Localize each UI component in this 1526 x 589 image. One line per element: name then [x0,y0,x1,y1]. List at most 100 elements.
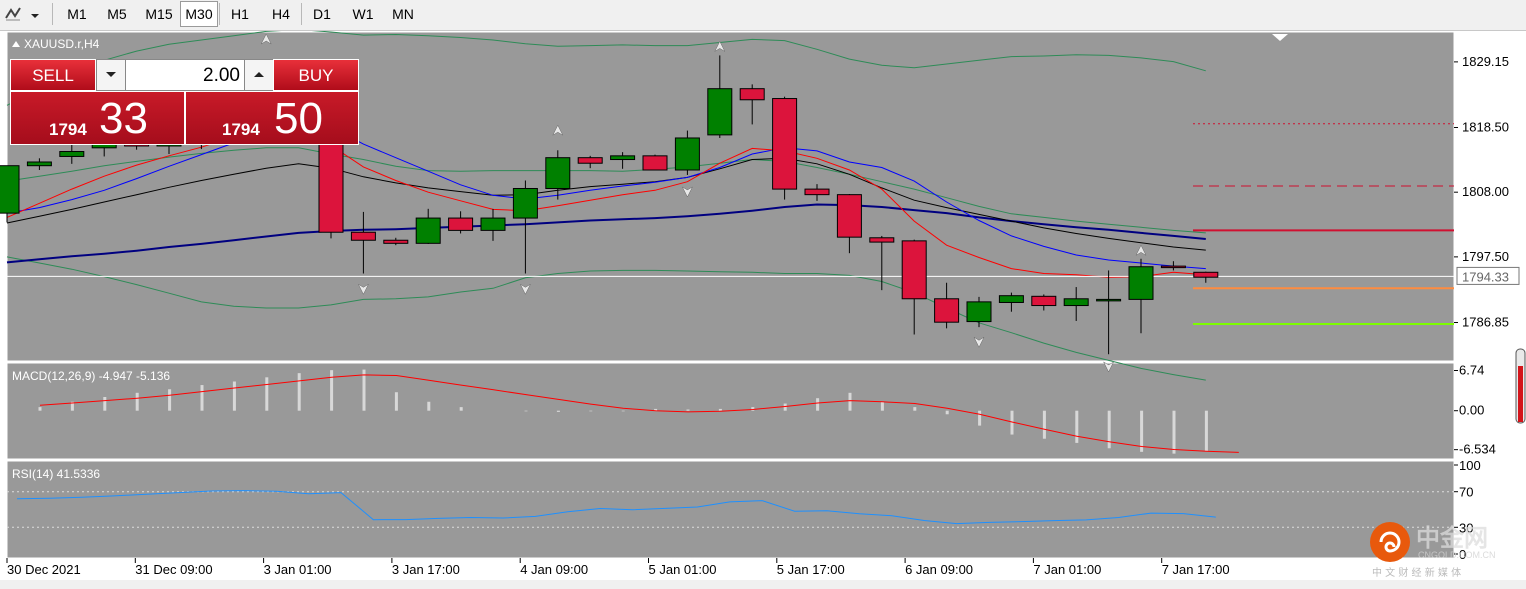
timeframe-d1[interactable]: D1 [313,6,331,22]
candle-body [545,157,571,189]
candle-body [642,155,668,171]
fractal-up-arrow [714,40,726,53]
fractal-up-arrow [552,124,564,136]
chevron-up-icon [254,72,264,77]
toolbar-separator [52,3,53,25]
macd-axis-label: 0.00 [1459,403,1484,418]
fractal-down-arrow [1102,361,1115,373]
candle-body [26,161,52,167]
toolbar-separator [301,3,302,25]
price-axis-label: 1818.50 [1462,119,1509,134]
sell-price-big: 1794 [49,120,87,139]
timeframe-mn[interactable]: MN [392,6,414,22]
buy-price-big: 1794 [222,120,260,139]
collapse-triangle-icon [12,41,20,47]
rsi-label: RSI(14) 41.5336 [12,467,100,481]
candle-body [1128,266,1154,300]
time-axis-label: 30 Dec 2021 [7,562,81,577]
candle-body [739,88,765,101]
price-axis-label: 1808.00 [1462,184,1509,199]
timeframe-h4[interactable]: H4 [272,6,290,22]
candle-body [610,155,636,161]
candle-body [804,188,830,196]
candle-body [448,217,474,231]
timeframe-m5[interactable]: M5 [107,6,127,22]
price-axis-label: 1786.85 [1462,314,1509,329]
bollinger-upper-line [6,31,1206,106]
timeframe-w1[interactable]: W1 [352,6,374,22]
rsi-line [16,490,1216,525]
one-click-trading-panel: SELL 2.00 BUY 1794 33 1794 50 [10,59,359,145]
volume-value: 2.00 [203,65,240,86]
fractal-up-arrow [260,33,272,45]
chart-tools-icon[interactable] [4,6,22,22]
sell-price-box[interactable]: 1794 33 [10,91,185,145]
watermark-logo: 中金网 CNGOLD.COM.CN 中 文 财 经 新 媒 体 [1368,518,1518,580]
time-axis-label: 3 Jan 17:00 [392,562,460,577]
fractal-down-arrow [519,283,532,295]
fractal-up-arrow [1135,244,1147,256]
buy-label: BUY [298,66,334,85]
price-axis-label: 1829.15 [1462,54,1509,69]
time-axis-label: 7 Jan 17:00 [1162,562,1230,577]
candle-body [0,165,20,214]
timeframe-m30[interactable]: M30 [180,1,218,27]
timeframe-toolbar: M1 M5 M15 M30 H1 H4 D1 W1 MN [0,0,1526,31]
fractal-down-arrow [357,283,370,295]
watermark-subtitle: 中 文 财 经 新 媒 体 [1372,568,1462,579]
candle-body [383,239,409,244]
time-axis-label: 5 Jan 01:00 [649,562,717,577]
candle-body [836,194,862,238]
candle-body [59,151,85,157]
bid-price-label: 1794.33 [1462,269,1509,284]
ma-black-line [6,157,1206,251]
fractal-down-arrow [681,186,694,198]
watermark-title: 中金网 [1416,524,1488,552]
candle-body [901,240,927,300]
rsi-axis-label: 70 [1459,485,1473,500]
timeframe-m1[interactable]: M1 [67,6,87,22]
candle-body [772,98,798,190]
indicator-scrollbar[interactable] [1515,348,1526,424]
volume-input[interactable]: 2.00 [125,59,245,91]
candle-body [577,157,603,164]
timeframe-m15[interactable]: M15 [145,6,173,22]
candle-body [966,301,992,323]
candle-body [934,298,960,323]
macd-axis-label: -6.534 [1459,442,1496,457]
candle-body [869,237,895,243]
macd-label: MACD(12,26,9) -4.947 -5.136 [12,369,170,383]
candle-body [1160,265,1186,269]
volume-increase-button[interactable] [244,59,274,91]
chevron-down-icon [106,72,116,77]
time-axis-label: 7 Jan 01:00 [1033,562,1101,577]
macd-axis-label: 6.74 [1459,363,1484,378]
candle-body [998,295,1024,303]
bid-price-box [1456,266,1520,285]
timeframe-h1[interactable]: H1 [231,6,249,22]
chart-shift-marker [1272,34,1288,41]
candle-body [415,217,441,244]
candle-body [1096,298,1122,302]
buy-price-box[interactable]: 1794 50 [185,91,359,145]
buy-price-pips: 50 [274,94,323,143]
watermark-domain: CNGOLD.COM.CN [1418,550,1496,560]
bollinger-lower-line [6,256,1206,381]
dropdown-arrow-icon[interactable] [30,8,40,18]
time-axis-label: 31 Dec 09:00 [135,562,212,577]
rsi-axis-label: 100 [1459,458,1481,473]
symbol-label: XAUUSD.r,H4 [24,37,100,51]
buy-button[interactable]: BUY [273,59,359,91]
time-axis-label: 6 Jan 09:00 [905,562,973,577]
time-axis-label: 4 Jan 09:00 [520,562,588,577]
sell-price-pips: 33 [99,94,148,143]
ma-red-line [6,118,1206,278]
volume-decrease-button[interactable] [96,59,126,91]
price-axis-label: 1797.50 [1462,249,1509,264]
candle-body [1031,295,1057,307]
candle-body [1193,271,1219,278]
ma-blue-line [6,125,1206,270]
sell-button[interactable]: SELL [10,59,96,91]
fractal-down-arrow [973,336,985,348]
sell-label: SELL [32,66,74,85]
